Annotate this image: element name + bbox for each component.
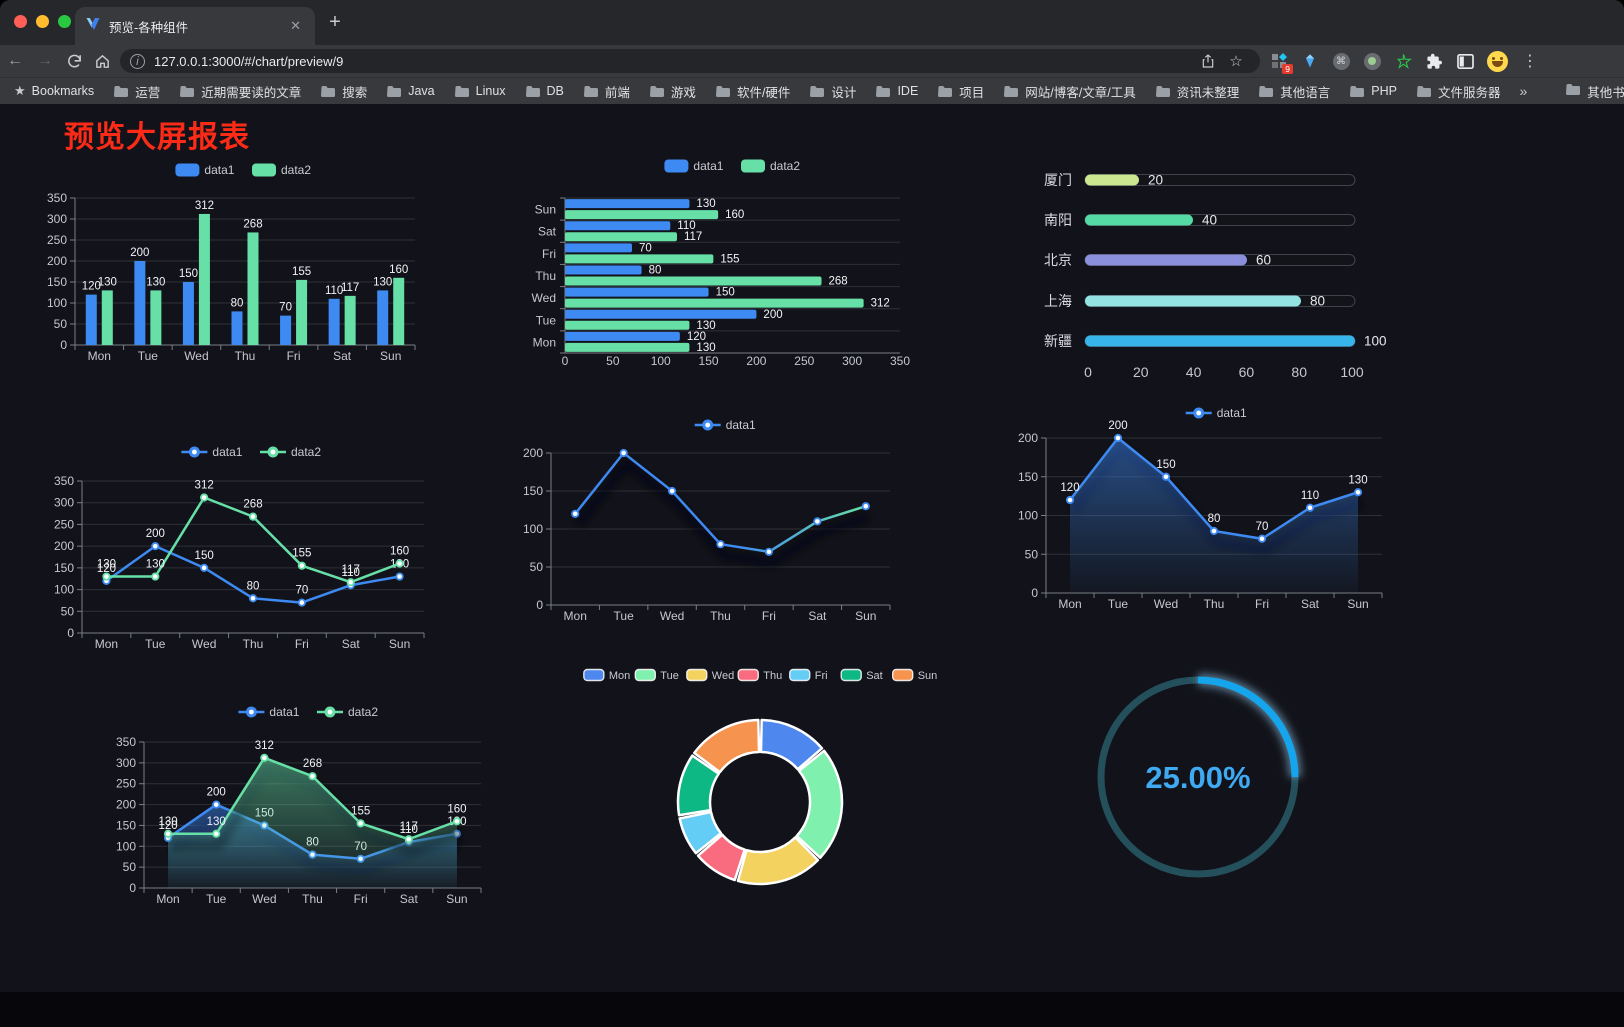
bookmark-folder[interactable]: Java — [386, 84, 435, 98]
back-icon[interactable]: ← — [7, 52, 23, 69]
star-icon: ★ — [14, 83, 26, 98]
bookmark-folder[interactable]: 运营 — [113, 82, 160, 101]
green-star-extension-icon[interactable] — [1394, 52, 1412, 70]
tab-close-icon[interactable]: ✕ — [290, 18, 301, 33]
home-icon[interactable] — [88, 53, 116, 70]
extension-grid-icon[interactable]: 9 — [1270, 52, 1293, 74]
minimize-window-button[interactable] — [36, 15, 49, 28]
bookmark-folder[interactable]: Linux — [454, 84, 506, 98]
bookmark-folder[interactable]: 文件服务器 — [1416, 82, 1500, 101]
new-tab-button[interactable]: + — [329, 11, 341, 33]
bookmark-folder[interactable]: PHP — [1349, 84, 1397, 98]
site-info-icon[interactable]: i — [130, 53, 145, 69]
profile-avatar[interactable] — [1487, 50, 1508, 72]
menu-kebab-icon[interactable]: ⋮ — [1522, 53, 1538, 70]
reload-icon[interactable] — [60, 53, 88, 70]
bookmark-folder[interactable]: 其他语言 — [1258, 82, 1330, 101]
bookmark-star-icon[interactable]: ☆ — [1229, 53, 1243, 70]
bookmark-folder[interactable]: 资讯未整理 — [1155, 82, 1239, 101]
tab-title: 预览-各种组件 — [109, 20, 189, 35]
bookmark-folder[interactable]: 设计 — [809, 82, 856, 101]
browser-tab[interactable]: 预览-各种组件 ✕ — [75, 7, 315, 45]
bookmarks-root[interactable]: ★ Bookmarks — [14, 83, 94, 99]
page-title: 预览大屏报表 — [64, 121, 250, 154]
bookmark-folder[interactable]: 游戏 — [649, 82, 696, 101]
bookmarks-root-label: Bookmarks — [31, 84, 95, 98]
sidebar-toggle-icon[interactable] — [1456, 52, 1474, 70]
dot-extension-icon[interactable] — [1363, 52, 1381, 70]
extension-badge: 9 — [1282, 63, 1293, 74]
favicon — [85, 17, 101, 36]
bookmark-folder[interactable]: 前端 — [583, 82, 630, 101]
bookmark-folder[interactable]: 近期需要读的文章 — [179, 82, 301, 101]
page-footer-strip — [0, 992, 1624, 1027]
bookmarks-list: 运营 近期需要读的文章 搜索 Java Linux DB 前端 游戏 软件/硬件 设计 IDE 项目网… — [113, 82, 1500, 101]
bookmark-folder[interactable]: 软件/硬件 — [715, 82, 790, 101]
browser-toolbar: ← → i 127.0.0.1:3000/#/chart/preview/9 ☆… — [0, 45, 1624, 77]
tab-strip: 预览-各种组件 ✕ + — [0, 0, 1624, 45]
bookmark-folder[interactable]: IDE — [875, 84, 918, 98]
other-bookmarks-label: 其他书签 — [1587, 85, 1624, 100]
command-extension-icon[interactable]: ⌘ — [1332, 52, 1350, 70]
extensions-area: 9 ⌘ ⋮ — [1270, 50, 1551, 74]
bookmarks-overflow-chevron[interactable]: » — [1519, 83, 1528, 99]
bookmark-folder[interactable]: 搜索 — [320, 82, 367, 101]
bookmarks-bar: ★ Bookmarks 运营 近期需要读的文章 搜索 Java Linux DB 前端 游戏软… — [0, 77, 1624, 104]
gem-extension-icon[interactable] — [1301, 52, 1319, 70]
url-bar[interactable]: i 127.0.0.1:3000/#/chart/preview/9 ☆ — [120, 49, 1260, 73]
maximize-window-button[interactable] — [58, 15, 71, 28]
forward-icon[interactable]: → — [37, 52, 53, 69]
bookmark-folder[interactable]: 项目 — [937, 82, 984, 101]
page-content: 预览大屏报表 — [0, 104, 1624, 1027]
window-controls[interactable] — [14, 15, 71, 28]
other-bookmarks-folder[interactable]: 其他书签 — [1565, 82, 1624, 101]
close-window-button[interactable] — [14, 15, 27, 28]
bookmark-folder[interactable]: DB — [525, 84, 564, 98]
bookmark-folder[interactable]: 网站/博客/文章/工具 — [1003, 82, 1136, 101]
url-text[interactable]: 127.0.0.1:3000/#/chart/preview/9 — [154, 53, 344, 69]
folder-icon — [1565, 83, 1581, 99]
extensions-puzzle-icon[interactable] — [1425, 52, 1443, 70]
share-icon[interactable] — [1194, 53, 1222, 69]
